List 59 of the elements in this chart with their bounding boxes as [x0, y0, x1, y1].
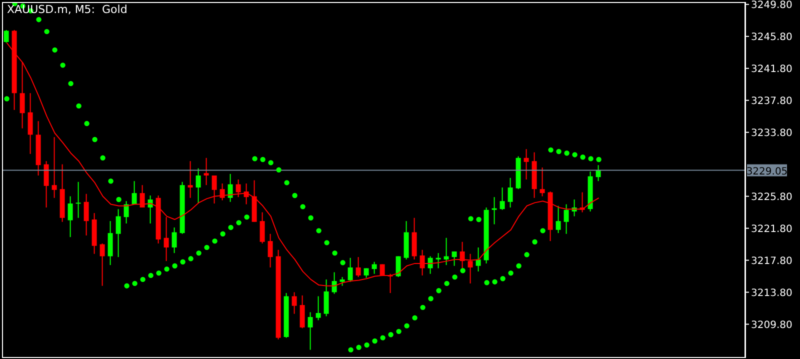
- candlestick: [444, 237, 449, 266]
- candlestick: [420, 249, 425, 276]
- ref-line-label: 3229.05: [746, 166, 788, 178]
- y-tick-label: 3245.80: [751, 32, 792, 43]
- candlestick: [500, 186, 505, 210]
- candlestick: [124, 200, 129, 224]
- candlestick: [76, 181, 81, 218]
- candlestick: [188, 160, 193, 198]
- candlestick: [324, 278, 329, 317]
- candlestick: [412, 217, 417, 260]
- candlestick: [116, 208, 121, 258]
- candlestick: [356, 256, 361, 278]
- candlestick: [196, 168, 201, 204]
- candlestick: [564, 204, 569, 234]
- candlestick: [348, 257, 353, 282]
- candlestick: [4, 29, 9, 44]
- candlestick: [316, 296, 321, 321]
- candlestick: [292, 292, 297, 314]
- y-tick-label: 3225.80: [751, 192, 792, 203]
- candlestick: [20, 61, 25, 129]
- candlestick: [164, 216, 169, 262]
- y-tick-label: 3213.80: [751, 288, 792, 299]
- candlestick: [372, 261, 377, 274]
- candlestick: [268, 233, 273, 268]
- candlestick: [436, 252, 441, 269]
- candlestick: [556, 205, 561, 234]
- candlestick: [220, 183, 225, 201]
- candlestick: [204, 157, 209, 186]
- candlestick: [108, 220, 113, 266]
- candlestick: [476, 246, 481, 272]
- y-tick-label: 3233.80: [751, 128, 792, 139]
- candlestick: [260, 212, 265, 244]
- candlestick: [52, 136, 57, 198]
- y-tick-label: 3241.80: [751, 64, 792, 75]
- y-tick-label: 3221.80: [751, 224, 792, 235]
- candlestick: [140, 184, 145, 208]
- candlestick: [540, 167, 545, 197]
- candlestick: [228, 173, 233, 202]
- candlestick: [100, 242, 105, 286]
- candlestick: [492, 196, 497, 225]
- y-tick-label: 3209.80: [751, 320, 792, 331]
- candlestick: [468, 253, 473, 284]
- candlestick: [84, 193, 89, 236]
- candlestick: [452, 250, 457, 266]
- candlestick: [308, 312, 313, 350]
- y-tick-label: 3217.80: [751, 256, 792, 267]
- candlestick: [132, 180, 137, 205]
- candlestick: [212, 175, 217, 204]
- candlestick: [68, 196, 73, 238]
- candlestick: [236, 179, 241, 198]
- candlestick: [524, 148, 529, 180]
- candlestick: [172, 226, 177, 254]
- candlestick: [508, 177, 513, 208]
- candlestick: [28, 92, 33, 154]
- y-tick-label: 3249.80: [751, 0, 792, 11]
- y-tick-label: 3237.80: [751, 96, 792, 107]
- candlestick: [44, 160, 49, 208]
- candlestick: [300, 294, 305, 329]
- candlestick: [428, 256, 433, 274]
